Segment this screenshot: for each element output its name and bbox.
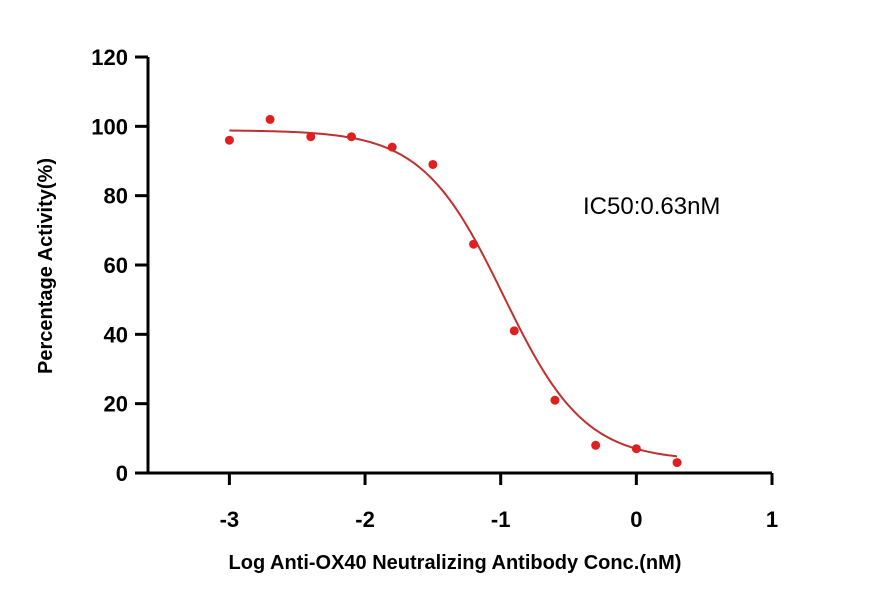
data-points	[224, 114, 682, 468]
data-point	[428, 159, 438, 169]
data-point	[672, 458, 682, 468]
y-tick-label: 60	[104, 253, 128, 278]
data-point	[469, 239, 479, 249]
y-tick-label: 0	[116, 461, 128, 486]
x-axis-title: Log Anti-OX40 Neutralizing Antibody Conc…	[229, 552, 682, 574]
data-point	[631, 444, 641, 454]
data-point	[224, 135, 234, 145]
y-axis-title: Percentage Activity(%)	[35, 158, 57, 374]
fit-curve	[229, 129, 678, 458]
x-tick-label: 0	[630, 507, 642, 532]
data-point	[306, 132, 316, 142]
x-tick-label: 1	[766, 507, 778, 532]
x-tick-label: -3	[220, 507, 240, 532]
y-tick-label: 40	[104, 322, 128, 347]
data-point	[550, 395, 560, 405]
x-tick-label: -2	[355, 507, 375, 532]
y-tick-label: 120	[91, 45, 128, 70]
y-tick-label: 80	[104, 184, 128, 209]
x-tick-label: -1	[491, 507, 511, 532]
data-point	[387, 142, 397, 152]
data-point	[346, 132, 356, 142]
data-point	[591, 440, 601, 450]
data-point	[509, 326, 519, 336]
ic50-annotation: IC50:0.63nM	[583, 193, 720, 220]
data-point	[265, 114, 275, 124]
y-tick-label: 100	[91, 114, 128, 139]
y-tick-label: 20	[104, 392, 128, 417]
axes	[146, 57, 772, 475]
